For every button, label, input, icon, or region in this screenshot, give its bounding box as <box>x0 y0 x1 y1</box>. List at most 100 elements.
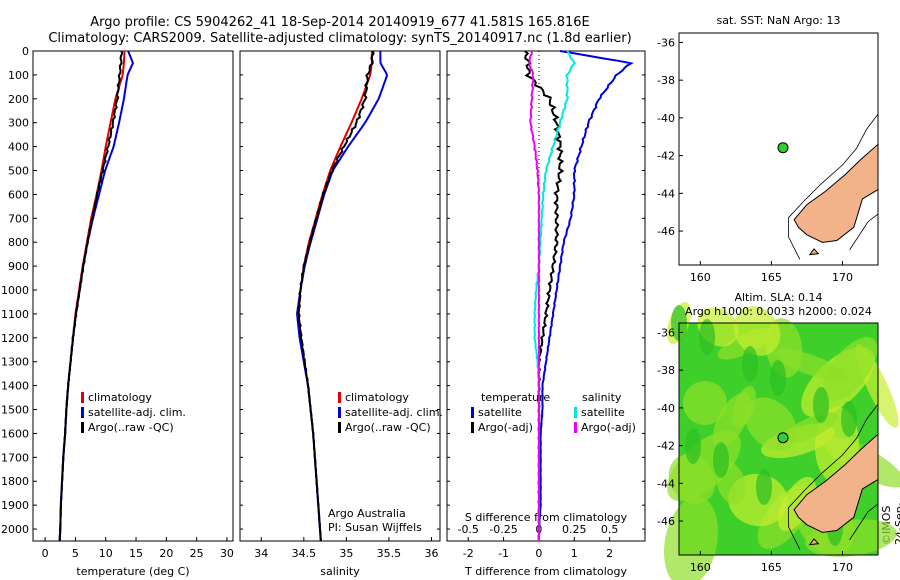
profile-panel-frame-1 <box>32 50 234 542</box>
depth-tick-label: 1800 <box>1 475 29 488</box>
x-tick-label: 1 <box>571 547 578 560</box>
figure-title-line1: Argo profile: CS 5904262_41 18-Sep-2014 … <box>90 15 590 30</box>
sla-anomaly-blob-low <box>841 401 857 437</box>
legend-satellite-label: satellite-adj. clim. <box>88 406 186 419</box>
x-tick-label: 5 <box>72 547 79 560</box>
legend-s-1-label: Argo(-adj) <box>581 421 636 434</box>
x-tick-label: 0 <box>535 547 542 560</box>
sst-map-title: sat. SST: NaN Argo: 13 <box>717 14 841 27</box>
depth-tick-label: 1000 <box>1 284 29 297</box>
depth-tick-label: 1400 <box>1 380 29 393</box>
legend-t-0-swatch <box>471 407 474 418</box>
map-y-tick-label: -38 <box>657 364 675 377</box>
map-y-tick-label: -40 <box>657 112 675 125</box>
bathymetry-contour-east <box>849 213 879 251</box>
legend-s-0-label: satellite <box>581 406 625 419</box>
depth-tick-label: 1600 <box>1 427 29 440</box>
bathymetry-contour <box>788 403 879 550</box>
salinity-diff-tick-label: -0.25 <box>489 523 517 536</box>
x-axis-label: T difference from climatology <box>464 565 627 578</box>
sla-anomaly-blob-low <box>699 319 715 355</box>
x-tick-label: -2 <box>463 547 474 560</box>
sla-anomaly-blob <box>664 496 718 580</box>
sla-anomaly-blob <box>777 476 817 532</box>
map-frame <box>678 322 879 556</box>
map-y-tick-label: -36 <box>657 36 675 49</box>
legend-climatology-swatch <box>338 392 341 403</box>
stewart-island-land <box>808 248 820 256</box>
salinity-diff-tick-label: -0.5 <box>457 523 478 536</box>
sla-anomaly-blob <box>822 337 878 401</box>
sla-anomaly-blob <box>683 381 727 425</box>
x-tick-label: 15 <box>129 547 143 560</box>
sla-map-subtitle: Argo h1000: 0.0033 h2000: 0.024 <box>685 305 872 318</box>
x-axis-label: temperature (deg C) <box>76 565 189 578</box>
depth-tick-label: 400 <box>8 141 29 154</box>
map-x-tick-label: 160 <box>690 271 711 284</box>
salinity-diff-tick-label: 0.5 <box>601 523 619 536</box>
depth-tick-label: 500 <box>8 165 29 178</box>
sla-anomaly-blob-low <box>756 469 772 505</box>
profile-panel-frame-3 <box>446 50 646 542</box>
x-tick-label: 30 <box>220 547 234 560</box>
map-x-tick-label: 160 <box>690 561 711 574</box>
x-tick-label: 0 <box>42 547 49 560</box>
argo-position-marker <box>777 142 789 154</box>
depth-tick-label: 800 <box>8 236 29 249</box>
salinity-diff-tick-label: 0.25 <box>562 523 587 536</box>
map-y-tick-label: -42 <box>657 440 675 453</box>
x-tick-label: -1 <box>498 547 509 560</box>
depth-tick-label: 1300 <box>1 356 29 369</box>
s-argo-diff-line <box>528 50 541 541</box>
legend-climatology-label: climatology <box>345 391 409 404</box>
south-island-land <box>793 433 879 533</box>
sla-anomaly-blob-low <box>770 360 786 396</box>
legend-satellite-swatch <box>338 407 341 418</box>
x-tick-label: 20 <box>159 547 173 560</box>
x-tick-label: 25 <box>190 547 204 560</box>
legend-climatology-swatch <box>81 392 84 403</box>
depth-tick-label: 300 <box>8 117 29 130</box>
figure-title-line2: Climatology: CARS2009. Satellite-adjuste… <box>48 31 632 46</box>
x-tick-label: 34.5 <box>292 547 317 560</box>
map-y-tick-label: -44 <box>657 187 675 200</box>
annotation-pi: PI: Susan Wijffels <box>328 521 422 534</box>
x-tick-label: 34 <box>254 547 268 560</box>
sla-anomaly-blob-low <box>713 442 729 478</box>
temperature-argo-line <box>58 50 124 542</box>
argo-position-marker <box>777 432 789 444</box>
depth-tick-label: 900 <box>8 260 29 273</box>
map-y-tick-label: -42 <box>657 150 675 163</box>
t-satellite-diff-line <box>537 50 634 541</box>
legend-salinity-title: salinity <box>582 391 622 404</box>
map-y-tick-label: -38 <box>657 74 675 87</box>
depth-tick-label: 1900 <box>1 499 29 512</box>
map-x-tick-label: 165 <box>761 271 782 284</box>
legend-argo-label: Argo(..raw -QC) <box>88 421 174 434</box>
legend-s-0-swatch <box>574 407 577 418</box>
stewart-island-land <box>808 538 820 546</box>
map-y-tick-label: -40 <box>657 402 675 415</box>
x-tick-label: 2 <box>606 547 613 560</box>
south-island-land <box>793 143 879 243</box>
map-y-tick-label: -46 <box>657 515 675 528</box>
map-x-tick-label: 170 <box>832 271 853 284</box>
map-y-tick-label: -36 <box>657 326 675 339</box>
salinity-diff-axis-label: S difference from climatology <box>465 511 628 524</box>
depth-tick-label: 1700 <box>1 451 29 464</box>
sla-anomaly-blob-low <box>742 346 758 382</box>
annotation-argo-australia: Argo Australia <box>328 507 406 520</box>
depth-tick-label: 1100 <box>1 308 29 321</box>
x-tick-label: 36 <box>424 547 438 560</box>
depth-tick-label: 0 <box>22 45 29 58</box>
sla-map <box>664 302 900 580</box>
legend-argo-swatch <box>338 422 341 433</box>
legend-t-0-label: satellite <box>478 406 522 419</box>
depth-tick-label: 700 <box>8 212 29 225</box>
depth-tick-label: 100 <box>8 69 29 82</box>
depth-tick-label: 1500 <box>1 404 29 417</box>
map-y-tick-label: -46 <box>657 225 675 238</box>
depth-tick-label: 2000 <box>1 523 29 536</box>
x-tick-label: 35 <box>339 547 353 560</box>
